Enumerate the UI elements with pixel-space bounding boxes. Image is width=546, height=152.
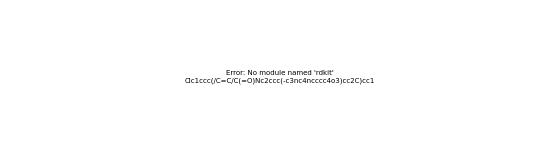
Text: Error: No module named 'rdkit'
Clc1ccc(/C=C/C(=O)Nc2ccc(-c3nc4ncccc4o3)cc2C)cc1: Error: No module named 'rdkit' Clc1ccc(/… <box>185 70 375 83</box>
